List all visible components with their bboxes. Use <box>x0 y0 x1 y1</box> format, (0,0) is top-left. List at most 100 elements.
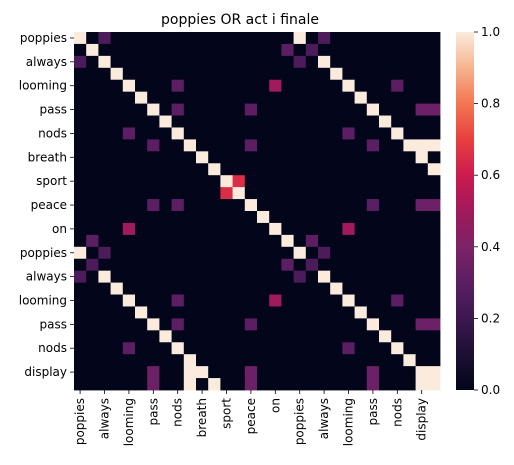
heatmap-cell <box>196 378 209 391</box>
heatmap-cell <box>183 43 197 57</box>
column-tick-label: breath <box>195 398 209 437</box>
heatmap-cell <box>330 354 343 367</box>
heatmap-cell <box>379 222 392 236</box>
heatmap-cell <box>415 294 429 307</box>
heatmap-cell <box>122 115 136 128</box>
heatmap-cell <box>232 199 246 212</box>
heatmap-cell <box>171 151 185 164</box>
heatmap-cell <box>257 115 270 128</box>
heatmap-cell <box>257 342 270 355</box>
heatmap-cell <box>86 246 99 260</box>
heatmap-cell <box>427 175 441 188</box>
heatmap-cell <box>342 270 355 283</box>
heatmap-cell <box>147 163 160 176</box>
heatmap-cell <box>391 91 404 104</box>
heatmap-cell <box>379 246 392 260</box>
column-tick-label: pass <box>366 398 380 425</box>
heatmap-cell <box>342 378 355 391</box>
heatmap-cell <box>122 222 136 236</box>
heatmap-cell <box>147 234 160 248</box>
heatmap-cell <box>122 354 136 367</box>
heatmap-cell <box>391 79 404 93</box>
heatmap-cell <box>98 354 111 367</box>
heatmap-cell <box>74 91 87 104</box>
heatmap-cell <box>98 139 111 152</box>
heatmap-cell <box>403 258 416 272</box>
heatmap-cell <box>110 175 124 188</box>
heatmap-cell <box>257 67 270 81</box>
heatmap-cell <box>427 79 441 93</box>
heatmap-cell <box>122 330 136 343</box>
heatmap-cell <box>293 294 307 307</box>
heatmap-cell <box>244 330 258 343</box>
heatmap-cell <box>379 55 392 69</box>
heatmap-cell <box>269 342 282 355</box>
heatmap-cell <box>403 342 416 355</box>
heatmap-cell <box>147 187 160 200</box>
heatmap-cell <box>293 43 307 57</box>
heatmap-cell <box>415 139 429 152</box>
heatmap-cell <box>183 258 197 272</box>
heatmap-cell <box>330 211 343 224</box>
heatmap-cell <box>147 258 160 272</box>
heatmap-cell <box>110 378 124 391</box>
heatmap-cell <box>427 246 441 260</box>
heatmap-cell <box>342 234 355 248</box>
heatmap-cell <box>342 91 355 104</box>
heatmap-cell <box>330 163 343 176</box>
heatmap-cell <box>159 139 172 152</box>
heatmap-cell <box>183 234 197 248</box>
heatmap-cell <box>354 103 368 116</box>
heatmap-cell <box>135 43 148 57</box>
heatmap-cell <box>147 342 160 355</box>
heatmap-cell <box>171 55 185 69</box>
heatmap-cell <box>366 342 380 355</box>
heatmap-cell <box>305 139 319 152</box>
colorbar <box>456 32 474 390</box>
heatmap-cell <box>86 43 99 57</box>
heatmap-cell <box>366 258 380 272</box>
heatmap-cell <box>391 294 404 307</box>
heatmap-cell <box>135 366 148 379</box>
heatmap-cell <box>232 55 246 69</box>
heatmap-cell <box>330 318 343 331</box>
heatmap-cell <box>257 378 270 391</box>
heatmap-cell <box>427 270 441 283</box>
heatmap-cell <box>208 282 221 295</box>
heatmap-cell <box>391 32 404 45</box>
heatmap-cell <box>98 175 111 188</box>
heatmap-cell <box>159 342 172 355</box>
heatmap-cell <box>98 211 111 224</box>
heatmap-cell <box>244 354 258 367</box>
heatmap-cell <box>318 246 331 260</box>
heatmap-cell <box>330 222 343 236</box>
heatmap-cell <box>86 127 99 140</box>
heatmap-cell <box>305 55 319 69</box>
heatmap-cell <box>330 55 343 69</box>
heatmap-cell <box>74 115 87 128</box>
heatmap-cell <box>366 67 380 81</box>
heatmap-cell <box>196 234 209 248</box>
heatmap-cell <box>293 222 307 236</box>
heatmap-cell <box>330 175 343 188</box>
heatmap-cell <box>244 32 258 45</box>
heatmap-cell <box>171 139 185 152</box>
heatmap-cell <box>244 282 258 295</box>
heatmap-cell <box>171 270 185 283</box>
heatmap-cell <box>305 43 319 57</box>
heatmap-cell <box>244 318 258 331</box>
heatmap-cell <box>208 67 221 81</box>
heatmap-cell <box>171 103 185 116</box>
heatmap-cell <box>208 199 221 212</box>
heatmap-cell <box>305 354 319 367</box>
heatmap-cell <box>159 366 172 379</box>
heatmap-cell <box>293 234 307 248</box>
heatmap-cell <box>342 306 355 319</box>
heatmap-cell <box>391 211 404 224</box>
heatmap-cell <box>427 282 441 295</box>
heatmap-cell <box>244 151 258 164</box>
heatmap-cell <box>74 127 87 140</box>
heatmap-cell <box>183 139 197 152</box>
heatmap-cell <box>257 103 270 116</box>
colorbar-ticks: 0.0 0.2 0.4 0.6 0.8 1.0 <box>474 25 500 397</box>
